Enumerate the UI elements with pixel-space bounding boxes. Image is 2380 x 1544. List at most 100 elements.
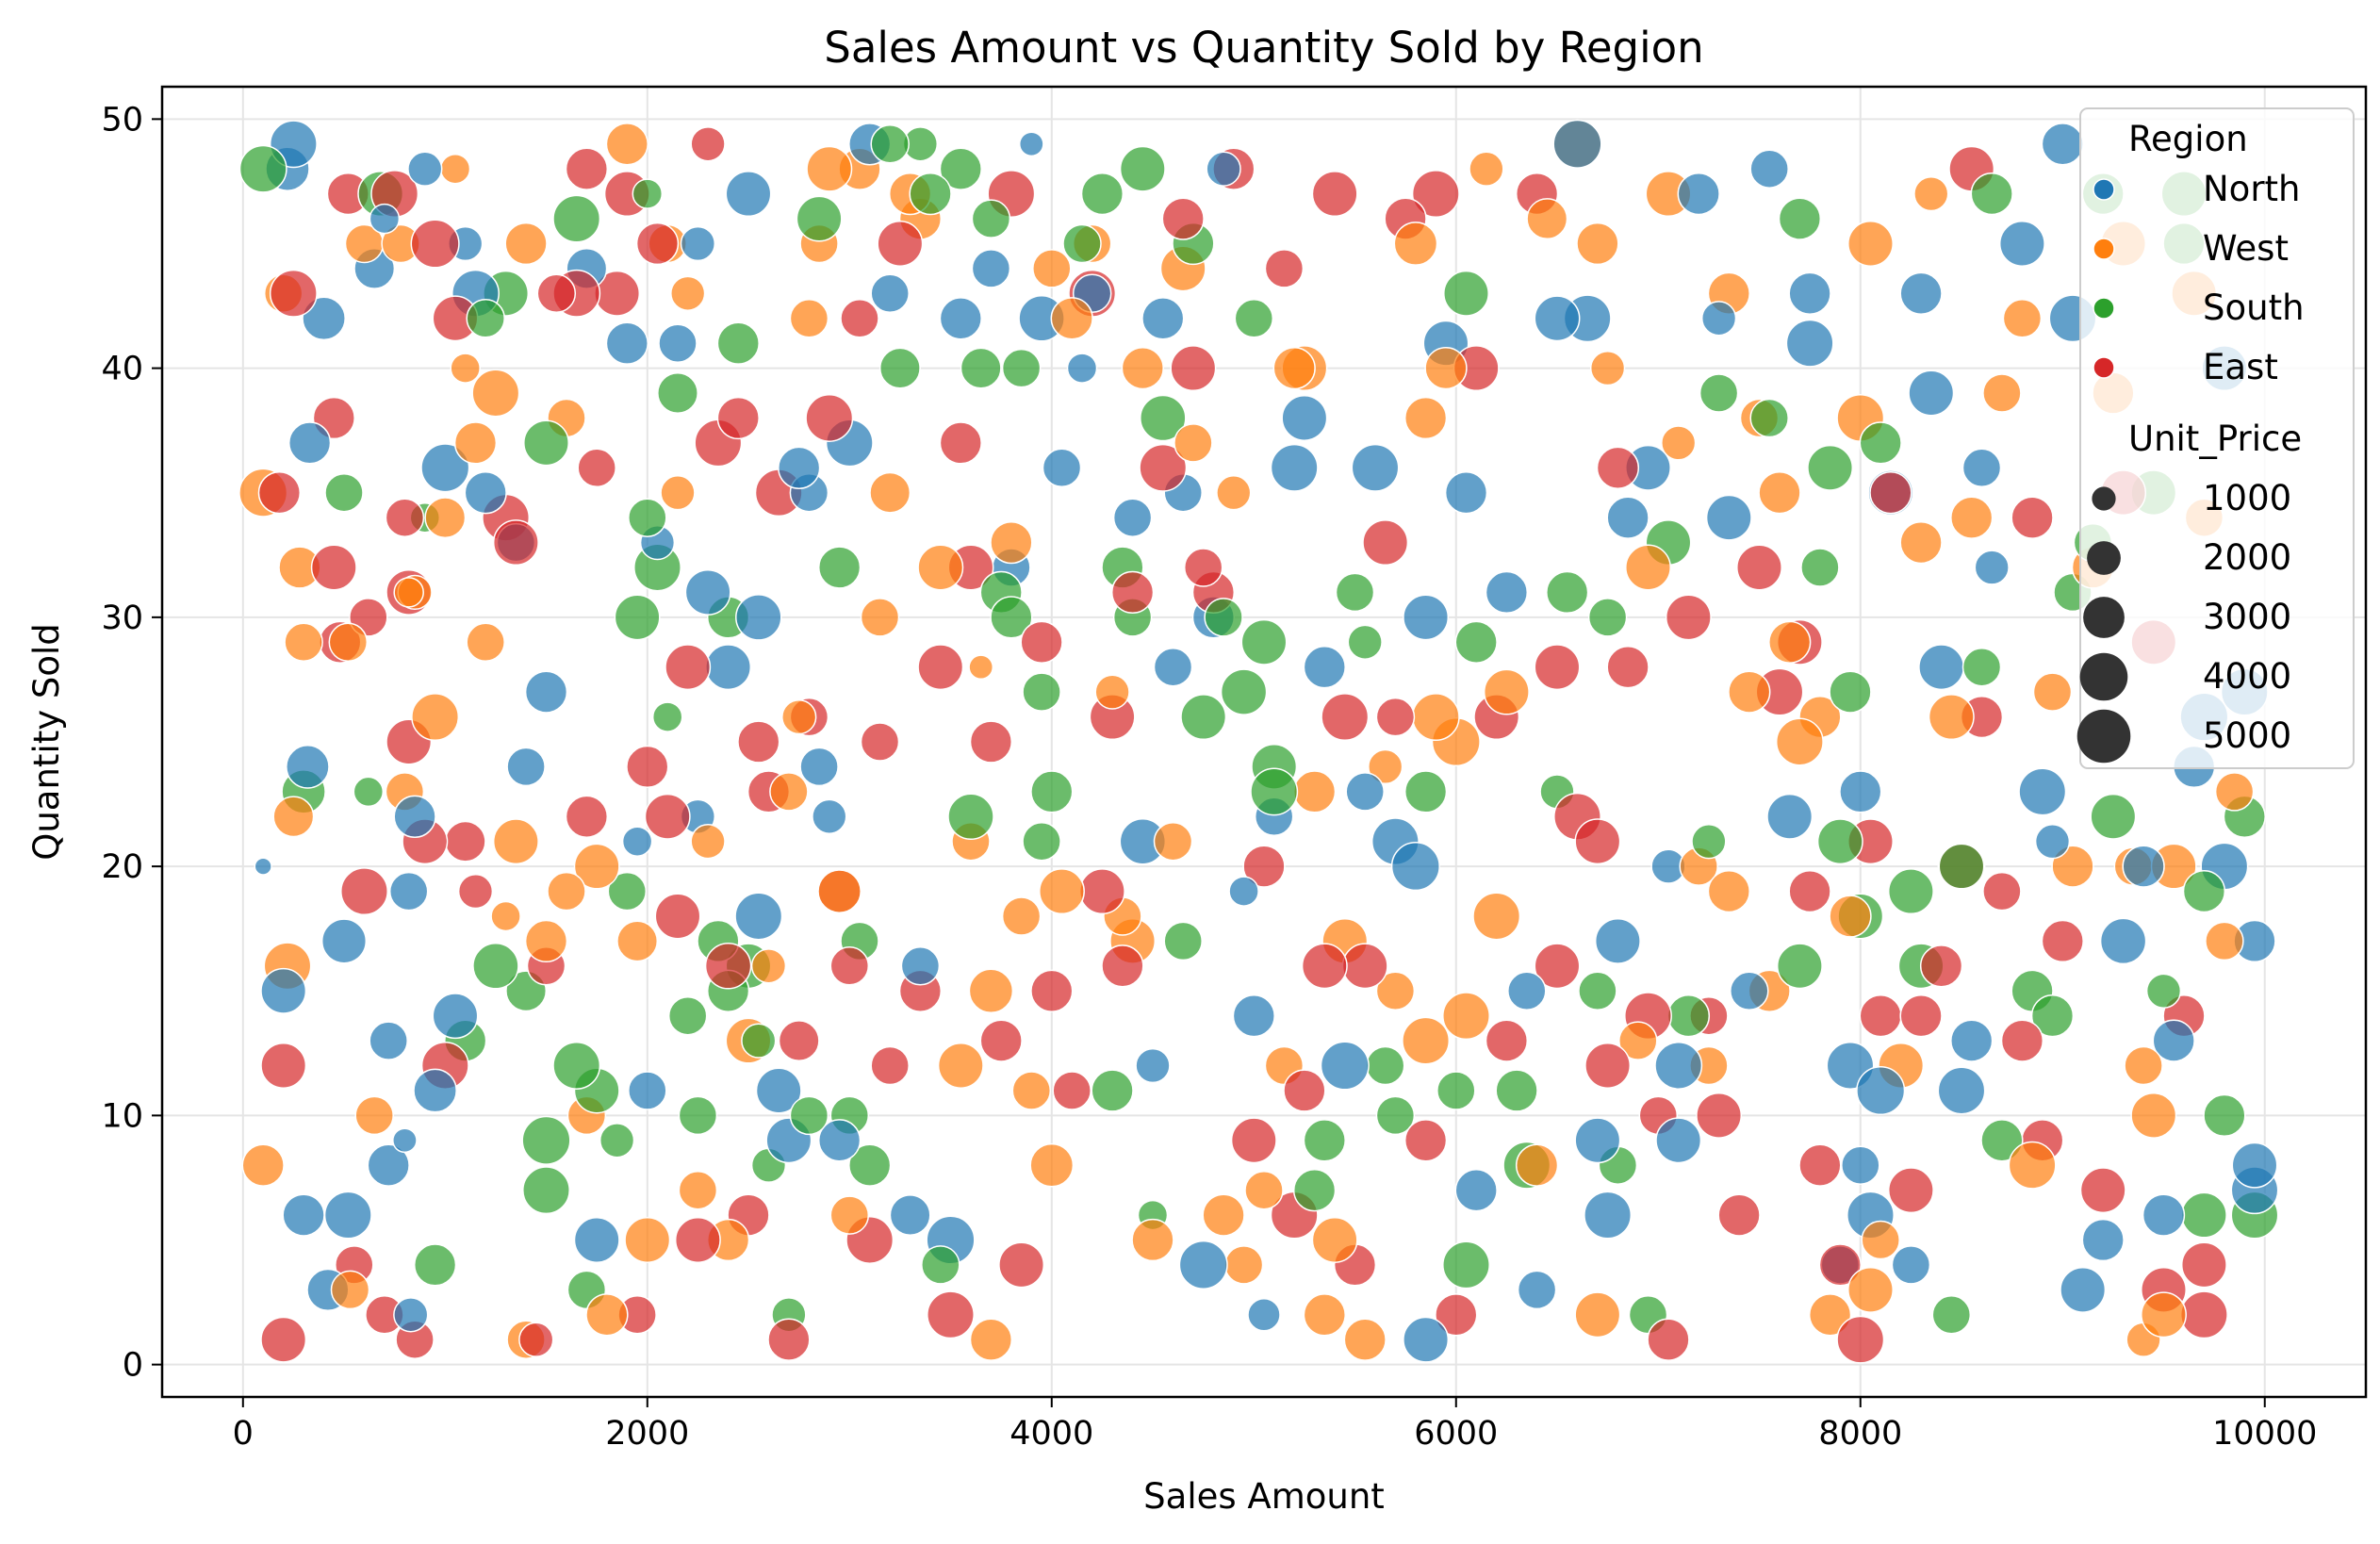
data-point-west (690, 824, 726, 860)
data-point-north (817, 1119, 862, 1162)
data-point-east (1242, 845, 1286, 888)
data-point-west (585, 1293, 629, 1337)
data-point-south (1080, 172, 1124, 216)
data-point-west (1029, 1142, 1075, 1188)
data-point-east (257, 471, 302, 515)
data-point-west (1292, 770, 1337, 813)
data-point-west (504, 222, 548, 266)
data-point-west (1393, 222, 1438, 266)
data-point-east (565, 795, 609, 838)
legend-size-marker (2092, 486, 2116, 511)
data-point-south (921, 1245, 960, 1285)
data-point-north (684, 568, 731, 616)
y-tick-label: 50 (101, 101, 143, 139)
data-point-west (1913, 175, 1949, 212)
data-point-west (411, 693, 460, 742)
data-point-west (1094, 674, 1130, 710)
data-point-east (1485, 1019, 1529, 1062)
data-point-east (1887, 1167, 1934, 1214)
data-point-south (1887, 868, 1934, 915)
data-point-south (947, 793, 994, 841)
x-tick-label: 4000 (1009, 1415, 1093, 1453)
data-point-south (1140, 394, 1187, 442)
data-point-north (1705, 494, 1752, 541)
data-point-west (789, 299, 829, 338)
data-point-north (2152, 1019, 2195, 1062)
data-point-east (1606, 646, 1650, 689)
data-point-south (552, 1042, 601, 1090)
data-point-east (2179, 1290, 2228, 1339)
data-point-north (734, 892, 783, 941)
data-point-south (1666, 994, 1711, 1038)
data-point-west (1131, 1218, 1174, 1262)
data-point-north (1232, 994, 1275, 1038)
data-point-north (628, 1071, 667, 1110)
data-point-east (939, 421, 982, 465)
data-point-north (1345, 772, 1385, 812)
data-point-west (1050, 297, 1093, 340)
data-point-south (1800, 548, 1840, 587)
data-point-north (1766, 793, 1814, 840)
data-point-east (1696, 1092, 1743, 1139)
data-point-west (1424, 346, 1468, 390)
data-point-east (927, 1290, 975, 1339)
data-point-west (1982, 373, 2022, 413)
data-point-east (269, 269, 318, 318)
data-point-south (1163, 921, 1203, 961)
data-point-north (524, 670, 568, 714)
data-point-south (939, 147, 982, 190)
data-point-east (1574, 818, 1621, 865)
data-point-south (353, 776, 385, 808)
data-point-north (1066, 353, 1098, 384)
data-point-west (424, 497, 467, 539)
data-point-south (1546, 570, 1589, 615)
data-point-east (969, 720, 1013, 764)
data-point-north (1677, 172, 1720, 216)
data-point-south (1776, 943, 1823, 990)
data-point-south (796, 195, 843, 242)
data-point-south (971, 199, 1011, 238)
data-point-east (635, 222, 680, 266)
data-point-north (1974, 550, 2010, 585)
data-point-north (2231, 1142, 2278, 1189)
data-point-south (1220, 668, 1268, 715)
data-point-west (1469, 151, 1504, 187)
data-point-north (413, 1068, 457, 1113)
data-point-west (990, 520, 1033, 565)
data-point-east (1020, 620, 1063, 664)
data-point-north (1112, 498, 1153, 537)
data-point-west (769, 772, 809, 812)
data-point-west (1223, 1245, 1264, 1285)
data-point-west (1121, 346, 1164, 390)
data-point-north (1961, 448, 2002, 488)
data-point-east (1139, 443, 1188, 492)
legend-marker-west (2093, 238, 2115, 260)
data-point-east (1919, 944, 1963, 988)
data-point-west (1001, 896, 1042, 936)
data-point-west (1032, 249, 1072, 288)
data-point-north (254, 857, 272, 876)
data-point-west (1403, 396, 1448, 440)
data-point-north (2060, 1266, 2107, 1313)
data-point-west (1618, 1021, 1658, 1060)
data-point-north (1606, 496, 1650, 539)
data-point-west (1244, 1170, 1284, 1210)
data-point-north (1281, 395, 1328, 441)
data-point-east (704, 943, 752, 990)
data-point-south (1365, 1045, 1405, 1086)
data-point-east (665, 644, 712, 691)
data-point-west (453, 421, 498, 465)
data-point-south (607, 871, 648, 912)
data-point-north (735, 594, 782, 641)
legend-title-unit-price: Unit_Price (2128, 419, 2302, 459)
data-point-north (1730, 971, 1769, 1011)
plot-frame (160, 85, 2368, 1399)
data-point-west (1411, 693, 1460, 742)
data-point-west (817, 869, 862, 913)
data-point-north (388, 871, 429, 912)
data-point-south (466, 299, 505, 338)
data-point-south (472, 943, 519, 990)
legend-label-west: West (2203, 228, 2289, 269)
data-point-east (1301, 943, 1348, 990)
